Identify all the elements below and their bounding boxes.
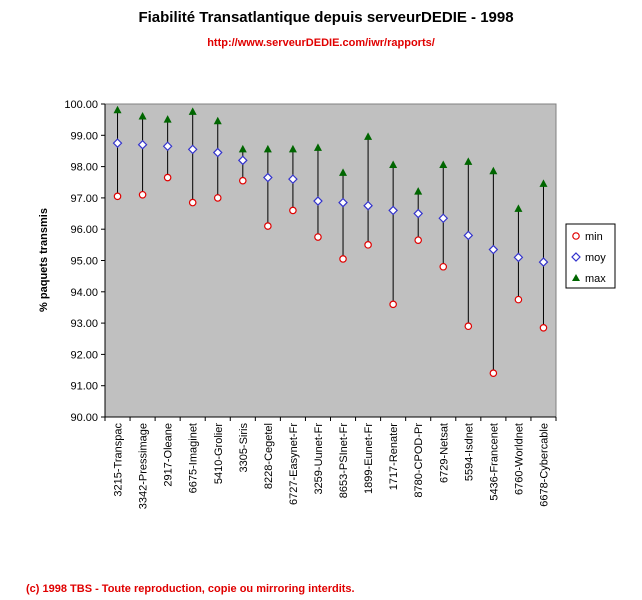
chart-subtitle-link[interactable]: http://www.serveurDEDIE.com/iwr/rapports… bbox=[207, 37, 435, 49]
moy-point-8 bbox=[313, 196, 323, 206]
x-category-label-4: 5410-Grolier bbox=[213, 423, 225, 484]
max-point-10 bbox=[364, 132, 373, 140]
y-axis: 90.00 91.00 92.00 93.00 94.00 95.00 96.00 97.00… bbox=[64, 99, 106, 424]
x-category-label-13: 6729-Netsat bbox=[438, 423, 450, 483]
min-point-13 bbox=[439, 262, 448, 271]
min-point-12 bbox=[414, 236, 422, 244]
min-point-9 bbox=[339, 255, 347, 263]
min-point-7 bbox=[289, 206, 297, 215]
min-point-1 bbox=[138, 190, 147, 199]
x-category-label-10: 1899-Eunet-Fr bbox=[363, 423, 375, 494]
x-category-label-6: 8228-Cegetel bbox=[263, 423, 275, 489]
moy-point-16 bbox=[513, 252, 524, 263]
max-point-9 bbox=[339, 168, 348, 176]
x-category-label-15: 5436-Francenet bbox=[488, 423, 500, 501]
legend-min-icon bbox=[572, 232, 580, 240]
moy-point-12 bbox=[413, 208, 424, 219]
copyright-footer: (c) 1998 TBS - Toute reproduction, copie… bbox=[26, 583, 355, 595]
moy-point-7 bbox=[288, 174, 298, 184]
min-point-16 bbox=[514, 295, 523, 304]
x-category-label-8: 3259-Uunet-Fr bbox=[313, 423, 325, 495]
x-axis: 3215-Transpac 3342-Pressimage 2917-Oleane 6… bbox=[104, 416, 557, 509]
legend-max-label: max bbox=[585, 273, 606, 285]
max-point-12 bbox=[414, 187, 423, 195]
moy-point-2 bbox=[162, 141, 173, 152]
min-point-11 bbox=[389, 300, 397, 309]
x-category-label-7: 6727-Easynet-Fr bbox=[288, 423, 300, 505]
x-category-label-0: 3215-Transpac bbox=[113, 423, 125, 497]
x-category-label-14: 5594-Isdnet bbox=[463, 423, 475, 481]
min-point-2 bbox=[163, 173, 172, 182]
x-category-label-3: 6675-Imaginet bbox=[188, 423, 200, 493]
max-point-6 bbox=[263, 144, 272, 153]
moy-point-14 bbox=[463, 230, 474, 241]
x-category-label-9: 8653-PSInet-Fr bbox=[338, 423, 350, 499]
y-tick-label-6: 96.00 bbox=[70, 224, 98, 236]
y-tick-label-1: 91.00 bbox=[70, 381, 98, 393]
legend: min moy max bbox=[565, 223, 616, 289]
max-point-3 bbox=[188, 107, 197, 115]
legend-max-icon bbox=[572, 274, 580, 281]
min-point-14 bbox=[464, 322, 473, 331]
moy-point-0 bbox=[112, 138, 123, 148]
plot-area bbox=[104, 103, 557, 418]
moy-point-10 bbox=[363, 200, 373, 211]
y-tick-label-3: 93.00 bbox=[70, 318, 98, 330]
moy-point-5 bbox=[237, 155, 248, 166]
x-category-label-5: 3305-Siris bbox=[238, 423, 250, 473]
max-point-7 bbox=[288, 144, 297, 153]
y-tick-label-0: 90.00 bbox=[70, 412, 98, 424]
y-tick-label-2: 92.00 bbox=[70, 349, 98, 361]
legend-moy-label: moy bbox=[585, 252, 606, 264]
min-point-0 bbox=[113, 192, 122, 201]
moy-point-1 bbox=[137, 139, 148, 150]
max-point-17 bbox=[539, 179, 548, 187]
max-point-0 bbox=[113, 105, 122, 114]
x-category-label-1: 3342-Pressimage bbox=[138, 423, 150, 509]
min-point-5 bbox=[239, 176, 247, 185]
chart-title: Fiabilité Transatlantique depuis serveur… bbox=[138, 9, 514, 26]
x-category-label-12: 8780-CPOD-Pr bbox=[413, 423, 425, 498]
max-point-4 bbox=[213, 116, 222, 125]
max-point-13 bbox=[439, 160, 448, 169]
moy-point-13 bbox=[438, 213, 449, 224]
max-point-5 bbox=[238, 144, 247, 153]
moy-point-17 bbox=[538, 257, 549, 267]
min-point-6 bbox=[264, 222, 272, 230]
x-category-label-2: 2917-Oleane bbox=[163, 423, 175, 487]
min-point-15 bbox=[489, 369, 498, 377]
x-category-label-17: 6678-Cybercable bbox=[538, 423, 550, 507]
moy-point-11 bbox=[388, 205, 398, 216]
moy-point-15 bbox=[488, 244, 499, 255]
data-markers bbox=[112, 105, 549, 377]
min-point-17 bbox=[539, 323, 548, 332]
x-category-label-11: 1717-Renater bbox=[388, 423, 400, 491]
max-point-1 bbox=[138, 112, 147, 120]
y-tick-label-7: 97.00 bbox=[70, 193, 98, 205]
max-point-2 bbox=[163, 115, 172, 123]
max-point-16 bbox=[514, 204, 523, 212]
legend-moy-icon bbox=[571, 252, 581, 262]
moy-point-6 bbox=[263, 172, 273, 183]
y-tick-label-9: 99.00 bbox=[70, 130, 98, 142]
max-point-8 bbox=[313, 143, 322, 151]
moy-point-3 bbox=[187, 144, 198, 155]
moy-point-9 bbox=[338, 197, 348, 208]
y-tick-label-10: 100.00 bbox=[64, 99, 98, 111]
min-point-8 bbox=[314, 233, 322, 241]
y-tick-label-4: 94.00 bbox=[70, 287, 98, 299]
y-tick-label-5: 95.00 bbox=[70, 256, 98, 268]
legend-min-label: min bbox=[585, 231, 603, 243]
max-point-11 bbox=[389, 160, 398, 169]
reliability-chart: 90.00 91.00 92.00 93.00 94.00 95.00 96.00 97.00… bbox=[38, 99, 616, 509]
max-point-15 bbox=[489, 166, 498, 175]
moy-point-4 bbox=[212, 147, 223, 158]
min-point-10 bbox=[364, 241, 372, 249]
x-category-label-16: 6760-Worldnet bbox=[513, 423, 525, 495]
max-point-14 bbox=[464, 157, 473, 165]
min-point-4 bbox=[213, 194, 222, 202]
y-axis-label: % paquets transmis bbox=[38, 208, 50, 312]
min-point-3 bbox=[188, 198, 197, 207]
y-tick-label-8: 98.00 bbox=[70, 162, 98, 174]
